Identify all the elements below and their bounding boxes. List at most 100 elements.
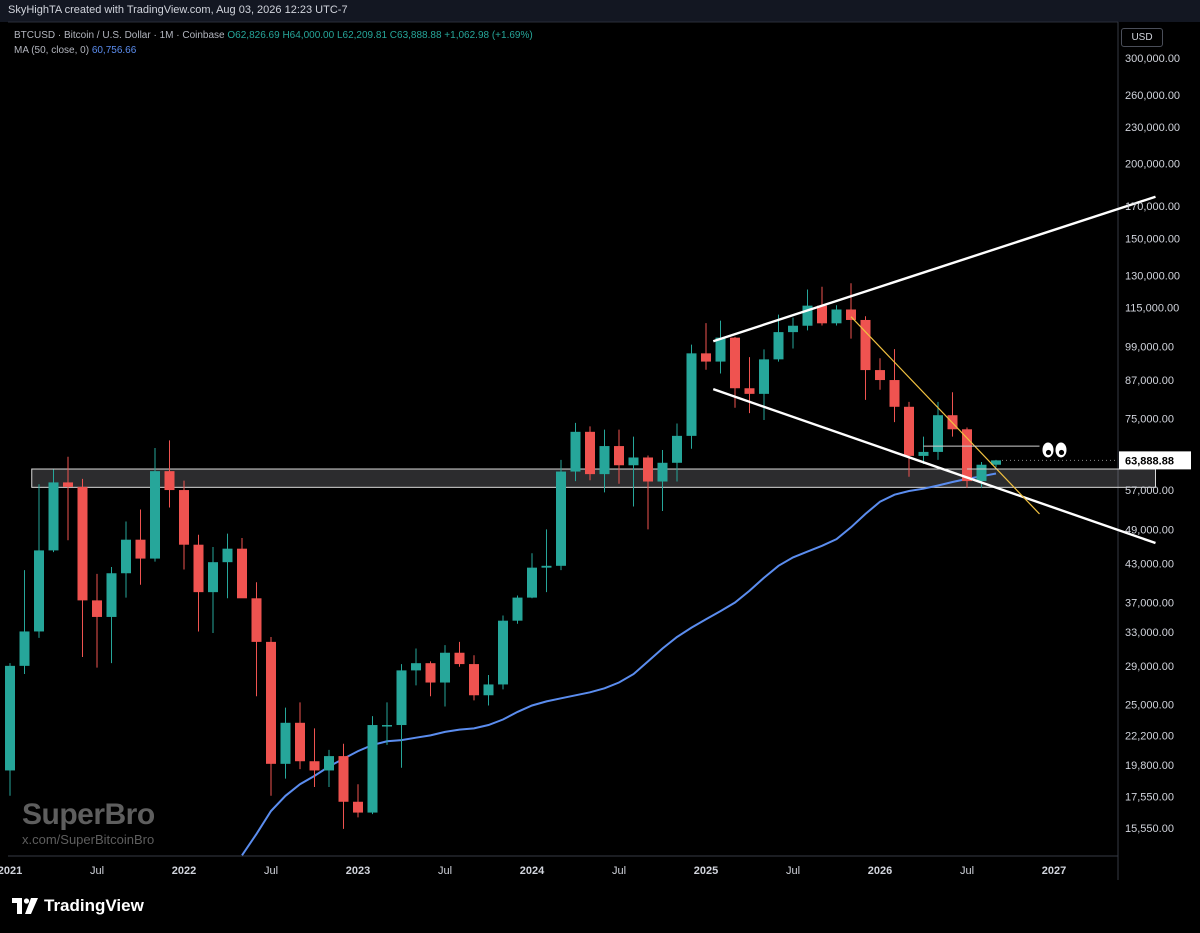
candle-body bbox=[193, 544, 204, 593]
candle-body bbox=[382, 725, 392, 727]
y-tick-label: 200,000.00 bbox=[1125, 158, 1180, 170]
candle bbox=[947, 392, 958, 437]
candle bbox=[614, 429, 624, 484]
legend: BTCUSD · Bitcoin / U.S. Dollar · 1M · Co… bbox=[14, 28, 533, 58]
legend-price-row: BTCUSD · Bitcoin / U.S. Dollar · 1M · Co… bbox=[14, 28, 533, 43]
tradingview-logo[interactable]: TradingView bbox=[12, 896, 144, 916]
y-tick-label: 15,550.00 bbox=[1125, 823, 1174, 835]
candle-body bbox=[367, 725, 378, 813]
candle-body bbox=[454, 652, 465, 665]
last-price-box bbox=[1119, 451, 1191, 470]
candle bbox=[309, 728, 320, 788]
candle-body bbox=[628, 457, 639, 466]
candle-body bbox=[904, 406, 914, 456]
candle bbox=[889, 349, 900, 423]
candle-body bbox=[411, 663, 421, 671]
candle-body bbox=[512, 597, 523, 621]
candle-body bbox=[5, 665, 15, 771]
candle-body bbox=[715, 337, 726, 362]
candle bbox=[469, 655, 479, 701]
candle bbox=[324, 749, 334, 788]
y-tick-label: 17,550.00 bbox=[1125, 792, 1174, 804]
watermark: SuperBro x.com/SuperBitcoinBro bbox=[22, 798, 155, 848]
x-tick-label: 2027 bbox=[1042, 865, 1066, 877]
y-tick-label: 49,000.00 bbox=[1125, 524, 1174, 536]
candle bbox=[744, 357, 755, 414]
candle bbox=[527, 553, 537, 599]
candle-body bbox=[150, 471, 160, 559]
ma-line bbox=[241, 472, 997, 856]
header-bar: SkyHighTA created with TradingView.com, … bbox=[0, 0, 1200, 22]
candle bbox=[164, 440, 175, 508]
candle bbox=[295, 702, 305, 770]
candle-body bbox=[164, 471, 175, 491]
x-tick-label: 2025 bbox=[694, 865, 718, 877]
candle-body bbox=[280, 722, 291, 764]
y-tick-label: 33,000.00 bbox=[1125, 627, 1174, 639]
x-tick-label: Jul bbox=[264, 865, 278, 877]
candle bbox=[846, 283, 856, 339]
header-title: SkyHighTA created with TradingView.com, … bbox=[8, 4, 348, 16]
candle-body bbox=[889, 380, 900, 407]
candle-body bbox=[19, 631, 30, 666]
candle bbox=[918, 436, 929, 465]
candle bbox=[860, 316, 871, 400]
candle-body bbox=[730, 337, 740, 389]
trendline-upper bbox=[712, 195, 1156, 343]
y-tick-label: 170,000.00 bbox=[1125, 201, 1180, 213]
candle bbox=[599, 429, 610, 493]
candle-body bbox=[251, 598, 262, 642]
price-chart[interactable]: 300,000.00 260,000.00 230,000.00 200,000.00… bbox=[0, 0, 1200, 880]
legend-low: L62,209.81 bbox=[336, 30, 388, 41]
eyes-icon bbox=[1042, 442, 1067, 458]
candle bbox=[788, 317, 798, 349]
candle-body bbox=[63, 482, 73, 487]
footer bbox=[0, 880, 1200, 933]
candle bbox=[237, 538, 247, 599]
candle-body bbox=[802, 305, 813, 326]
candle-body bbox=[425, 663, 436, 683]
candle bbox=[251, 582, 262, 697]
eye-pupil bbox=[1045, 449, 1052, 456]
candle bbox=[5, 663, 15, 796]
y-tick-label: 115,000.00 bbox=[1125, 302, 1179, 314]
legend-change: +1,062.98 (+1.69%) bbox=[444, 30, 533, 41]
candle bbox=[657, 449, 668, 511]
legend-high: H64,000.00 bbox=[282, 30, 335, 41]
y-tick-label: 19,800.00 bbox=[1125, 760, 1174, 772]
legend-ma-label: MA (50, close, 0) bbox=[14, 45, 90, 56]
left-edge bbox=[0, 22, 8, 880]
candle-body bbox=[237, 548, 247, 599]
candle bbox=[135, 509, 146, 585]
y-tick-label: 300,000.00 bbox=[1125, 53, 1180, 65]
x-tick-label: Jul bbox=[90, 865, 104, 877]
legend-close: C63,888.88 bbox=[389, 30, 442, 41]
x-tick-label: Jul bbox=[786, 865, 800, 877]
legend-symbol: BTCUSD · Bitcoin / U.S. Dollar · 1M · Co… bbox=[14, 30, 225, 41]
x-tick-label: 2022 bbox=[172, 865, 196, 877]
candle-body bbox=[396, 670, 407, 726]
candle bbox=[541, 529, 552, 593]
candle-body bbox=[77, 486, 88, 601]
tradingview-logo-icon bbox=[12, 898, 38, 914]
candle bbox=[643, 455, 653, 530]
candle bbox=[92, 573, 102, 668]
candle-body bbox=[962, 429, 972, 482]
candle-body bbox=[309, 761, 320, 771]
candle-body bbox=[701, 353, 711, 362]
candle bbox=[701, 323, 711, 370]
currency-button[interactable]: USD bbox=[1121, 28, 1163, 47]
candle bbox=[367, 716, 378, 815]
y-tick-label: 87,000.00 bbox=[1125, 375, 1174, 387]
candle-body bbox=[744, 388, 755, 394]
candle-body bbox=[48, 482, 59, 551]
y-tick-label: 99,000.00 bbox=[1125, 341, 1174, 353]
candle-body bbox=[875, 370, 885, 381]
candle-body bbox=[599, 446, 610, 475]
legend-ma-value: 60,756.66 bbox=[91, 45, 137, 56]
candle-body bbox=[527, 567, 537, 598]
candle-body bbox=[918, 451, 929, 456]
candle bbox=[222, 533, 233, 599]
candle bbox=[208, 546, 218, 634]
candle-body bbox=[570, 431, 581, 472]
